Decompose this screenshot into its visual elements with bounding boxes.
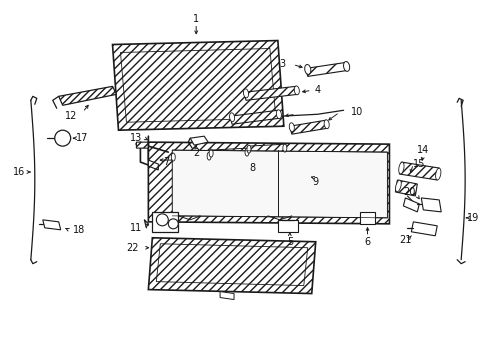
Text: 2: 2 <box>193 148 199 158</box>
Polygon shape <box>42 220 61 230</box>
Polygon shape <box>59 86 116 105</box>
Polygon shape <box>277 220 297 232</box>
Text: 13: 13 <box>130 133 142 143</box>
Polygon shape <box>247 144 285 154</box>
Text: 19: 19 <box>466 213 478 223</box>
Ellipse shape <box>171 153 175 161</box>
Polygon shape <box>295 166 313 178</box>
Ellipse shape <box>244 148 248 156</box>
Text: 14: 14 <box>416 145 428 155</box>
Polygon shape <box>421 198 440 212</box>
Polygon shape <box>152 212 178 232</box>
Text: 4: 4 <box>314 85 320 95</box>
Ellipse shape <box>324 120 328 129</box>
Circle shape <box>156 214 168 226</box>
Polygon shape <box>210 148 247 158</box>
Polygon shape <box>190 136 208 145</box>
Text: 22: 22 <box>126 243 139 253</box>
Polygon shape <box>172 152 210 162</box>
Polygon shape <box>229 110 279 124</box>
Text: 10: 10 <box>351 107 363 117</box>
Text: 12: 12 <box>64 111 77 121</box>
Text: 1: 1 <box>193 14 199 24</box>
Text: 11: 11 <box>130 223 142 233</box>
Text: 21: 21 <box>398 235 411 245</box>
Polygon shape <box>359 212 375 224</box>
Polygon shape <box>305 62 347 76</box>
Text: 3: 3 <box>279 59 285 69</box>
Ellipse shape <box>282 144 286 152</box>
Text: 18: 18 <box>72 225 84 235</box>
Polygon shape <box>148 142 388 224</box>
Polygon shape <box>410 222 436 236</box>
Text: 17: 17 <box>76 133 89 143</box>
Ellipse shape <box>398 162 403 174</box>
Circle shape <box>168 219 178 229</box>
Text: 9: 9 <box>312 177 318 187</box>
Polygon shape <box>172 150 386 218</box>
Text: 8: 8 <box>248 163 255 173</box>
Polygon shape <box>399 162 438 180</box>
Text: 15: 15 <box>412 159 425 169</box>
Polygon shape <box>289 120 327 134</box>
Polygon shape <box>244 86 297 100</box>
Ellipse shape <box>304 64 310 75</box>
Ellipse shape <box>276 110 281 119</box>
Ellipse shape <box>435 168 440 180</box>
Polygon shape <box>395 180 416 196</box>
Ellipse shape <box>229 113 234 122</box>
Ellipse shape <box>395 180 401 192</box>
Polygon shape <box>148 238 315 293</box>
Polygon shape <box>220 292 234 300</box>
Ellipse shape <box>207 152 211 160</box>
Text: 7: 7 <box>163 157 169 167</box>
Ellipse shape <box>289 123 294 132</box>
Ellipse shape <box>343 62 349 71</box>
Polygon shape <box>403 198 419 212</box>
Text: 16: 16 <box>13 167 25 177</box>
Polygon shape <box>136 142 158 170</box>
Ellipse shape <box>209 149 213 157</box>
Ellipse shape <box>294 86 299 95</box>
Polygon shape <box>112 41 283 130</box>
Circle shape <box>55 130 71 146</box>
Text: 20: 20 <box>402 187 415 197</box>
Ellipse shape <box>243 89 248 98</box>
Text: 6: 6 <box>364 237 370 247</box>
Text: 5: 5 <box>286 237 292 247</box>
Ellipse shape <box>246 145 250 153</box>
